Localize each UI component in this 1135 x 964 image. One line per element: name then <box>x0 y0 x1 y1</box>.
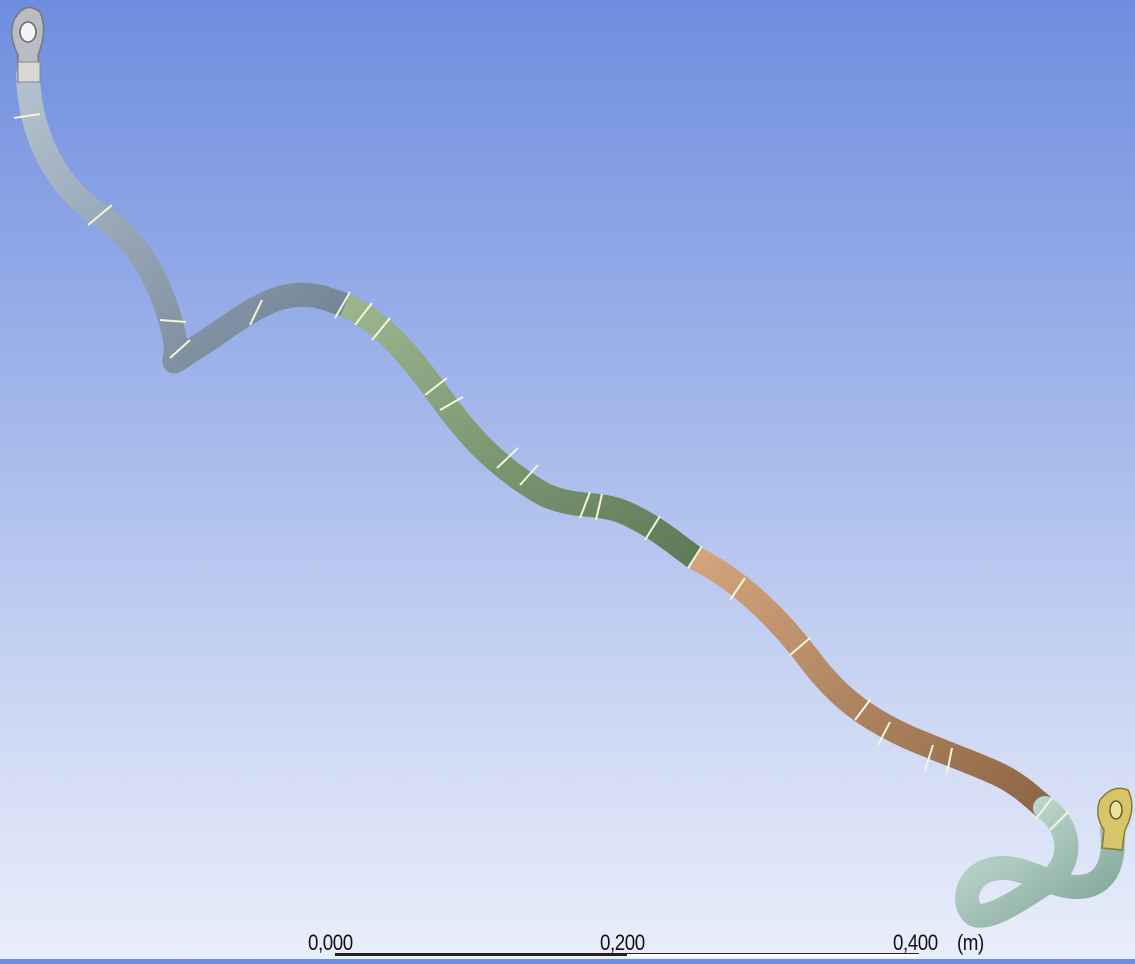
cable-segment-green[interactable] <box>339 294 703 568</box>
cable-segment-orange[interactable] <box>689 547 1053 818</box>
scale-bar-segment-1 <box>335 953 627 956</box>
scale-label-200: 0,200 <box>600 930 645 955</box>
ring-terminal-start[interactable] <box>11 6 45 83</box>
scale-label-400: 0,400 <box>893 930 938 955</box>
ring-terminal-end[interactable] <box>1097 787 1133 851</box>
scale-bar-segment-2 <box>627 953 919 957</box>
scale-bar <box>335 953 975 959</box>
cable-segment-lightgreen[interactable] <box>955 796 1125 928</box>
scale-label-0: 0,000 <box>308 930 353 955</box>
scale-unit: (m) <box>957 930 984 955</box>
segment-joints <box>13 113 1069 831</box>
cable-segment-gray[interactable] <box>16 63 357 374</box>
